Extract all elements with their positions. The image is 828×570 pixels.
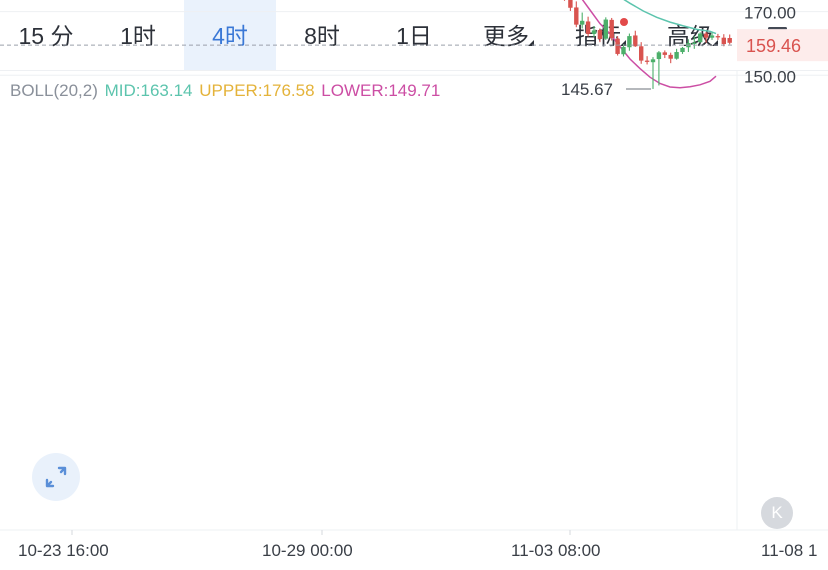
candle-body [650, 59, 656, 63]
candle-body [692, 42, 697, 44]
x-tick-label: 11-03 08:00 [511, 541, 600, 560]
candle-body [621, 46, 626, 55]
candle-body [698, 33, 703, 43]
candle-body [609, 19, 614, 39]
current-price-label: 159.46 [746, 36, 801, 56]
y-tick-label: 170.00 [744, 4, 796, 23]
candle-body [639, 46, 644, 61]
candle-body [703, 33, 709, 38]
y-tick-label: 150.00 [744, 67, 796, 86]
candle-body [656, 52, 662, 60]
candle-body [680, 47, 685, 53]
candle-body [674, 52, 679, 59]
candle-body [580, 20, 585, 25]
candle-body [709, 35, 715, 38]
advanced-dropdown-caret-icon [712, 40, 718, 46]
boll-mid-line [623, 0, 717, 35]
candle-body [574, 7, 579, 25]
candle-body [668, 54, 673, 59]
candle-body [603, 19, 608, 39]
candle-body [627, 36, 632, 48]
indicators-dropdown-caret-icon [620, 40, 626, 46]
candle-body [662, 52, 667, 55]
legend-upper-value: UPPER:176.58 [199, 81, 315, 100]
boll-lower-line [581, 0, 717, 89]
candle-body [591, 30, 597, 34]
candle-body [715, 36, 721, 38]
notification-dot-icon [620, 18, 628, 26]
k-line-button[interactable]: K [761, 497, 793, 529]
x-tick-label: 10-23 16:00 [18, 541, 109, 560]
boll-legend: BOLL(20,2) MID:163.14 UPPER:176.58 LOWER… [10, 81, 442, 101]
legend-indicator-name: BOLL(20,2) [10, 81, 98, 100]
candle-body [633, 35, 638, 47]
candle-body [727, 38, 732, 43]
candle-body [644, 60, 650, 62]
expand-icon [45, 466, 67, 488]
more-dropdown-caret-icon [528, 40, 534, 46]
x-tick-label: 10-29 00:00 [262, 541, 353, 560]
expand-button[interactable] [32, 453, 80, 501]
x-tick-label: 11-08 1 [761, 541, 817, 560]
candle-body [568, 0, 573, 8]
current-price-tag [737, 29, 828, 62]
candle-body [615, 38, 620, 54]
legend-lower-value: LOWER:149.71 [321, 81, 441, 100]
candle-body [721, 37, 726, 45]
legend-mid-value: MID:163.14 [104, 81, 193, 100]
candle-body [597, 30, 603, 39]
min-price-label: 145.67 [561, 80, 613, 99]
candle-body [585, 21, 591, 34]
